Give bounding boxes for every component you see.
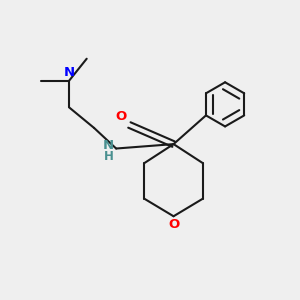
Text: N: N bbox=[64, 66, 75, 79]
Text: O: O bbox=[168, 218, 179, 231]
Text: N: N bbox=[103, 139, 114, 152]
Text: H: H bbox=[104, 150, 114, 163]
Text: O: O bbox=[115, 110, 126, 124]
